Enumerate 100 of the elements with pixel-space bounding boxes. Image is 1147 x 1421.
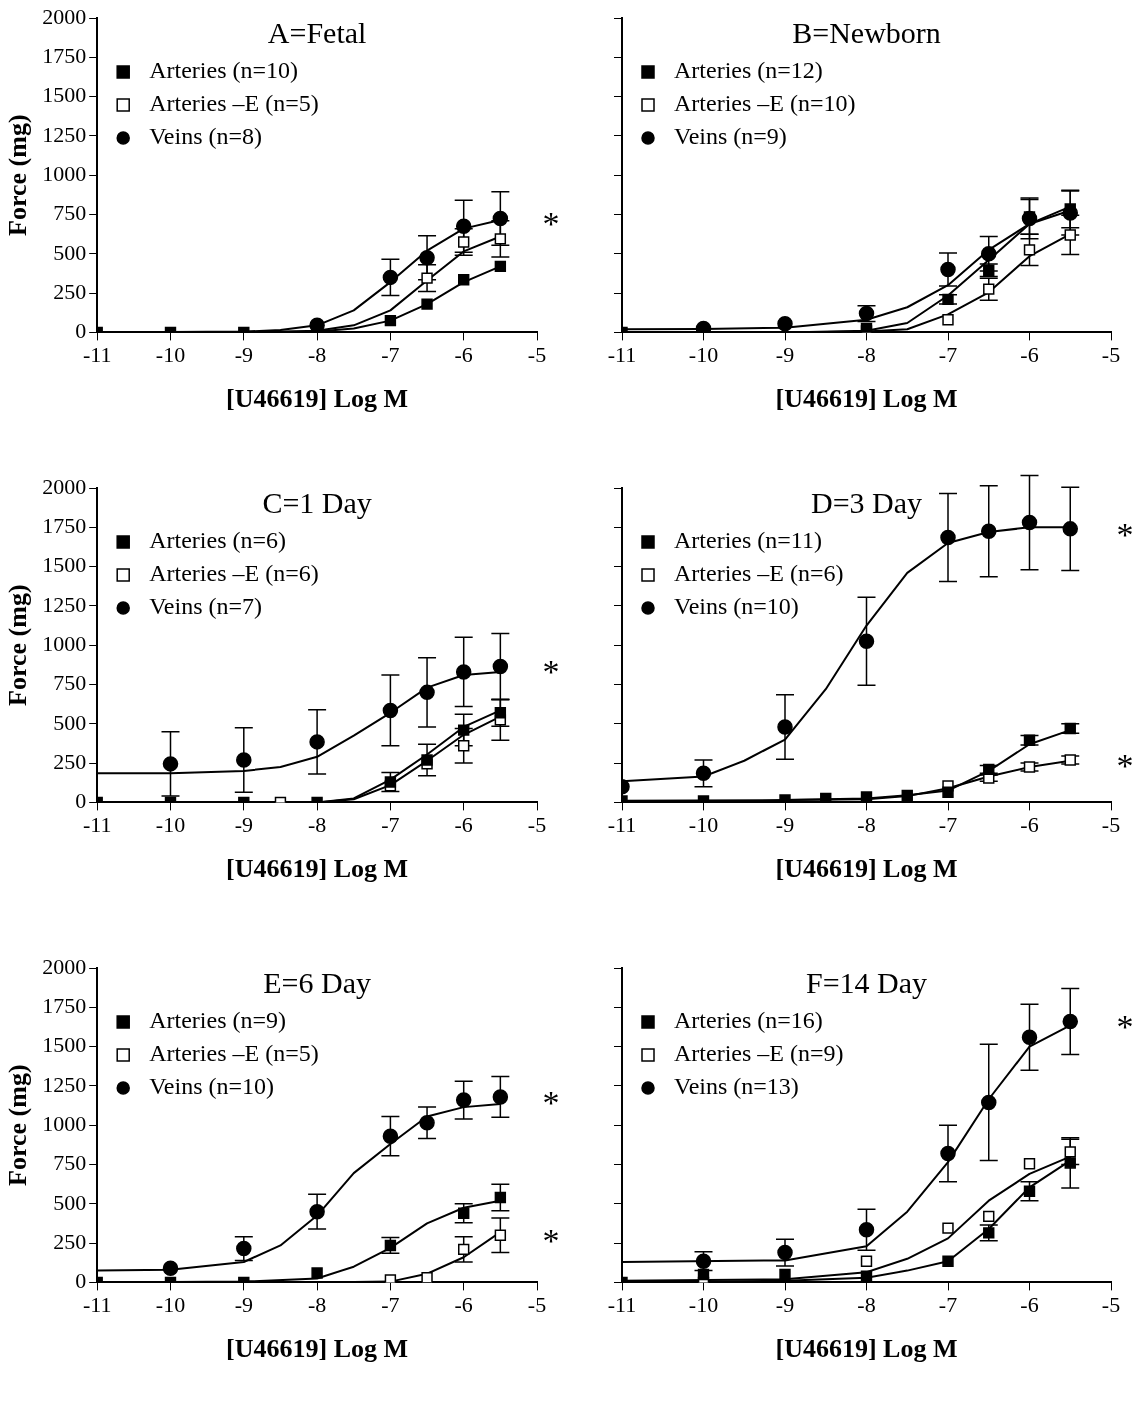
x-tick-label: -11 [607, 342, 637, 368]
x-tick-label: -9 [234, 342, 253, 368]
y-tick-label: 1750 [42, 513, 87, 539]
y-tick-label: 1250 [42, 591, 87, 617]
x-tick-label: -9 [775, 342, 795, 368]
x-axis-title: [U46619] Log M [775, 1334, 958, 1364]
x-tick-label: -9 [234, 812, 253, 838]
text: * [542, 653, 560, 691]
x-axis-title: [U46619] Log M [775, 384, 958, 414]
y-tick-label: 1000 [42, 630, 87, 656]
legend-label: Arteries –E (n=9) [674, 1040, 844, 1067]
x-tick-label: -8 [307, 342, 327, 368]
x-tick-label: -10 [155, 342, 186, 368]
y-tick-label: 250 [53, 748, 87, 774]
chart-title: A=Fetal [267, 15, 367, 49]
x-tick-label: -6 [1020, 1292, 1039, 1318]
x-tick-label: -7 [938, 1292, 958, 1318]
x-axis-title: [U46619] Log M [226, 854, 409, 884]
y-tick-label: 1500 [42, 552, 87, 578]
y-tick-label: 250 [53, 1228, 87, 1254]
text: * [542, 205, 560, 243]
legend-label: Arteries (n=9) [149, 1007, 287, 1034]
x-tick-label: -7 [938, 812, 958, 838]
x-axis-title: [U46619] Log M [775, 854, 958, 884]
x-tick-label: -11 [82, 1292, 112, 1318]
x-tick-label: -6 [1020, 342, 1039, 368]
legend-label: Veins (n=7) [149, 593, 263, 620]
legend-label: Veins (n=8) [149, 123, 263, 150]
x-tick-label: -7 [381, 812, 400, 838]
chart-title: E=6 Day [263, 965, 371, 999]
x-tick-label: -6 [1020, 812, 1039, 838]
x-tick-label: -10 [688, 812, 719, 838]
y-tick-label: 1500 [42, 82, 87, 108]
y-axis-title: Force (mg) [3, 584, 33, 706]
x-axis-title: [U46619] Log M [226, 1334, 409, 1364]
x-tick-label: -5 [527, 342, 547, 368]
x-tick-label: -9 [234, 1292, 253, 1318]
legend-label: Arteries –E (n=6) [674, 560, 844, 587]
y-tick-label: 0 [75, 788, 87, 814]
chart-title: B=Newborn [792, 15, 941, 49]
x-tick-label: -8 [307, 1292, 327, 1318]
y-tick-label: 1250 [42, 121, 87, 147]
x-tick-label: -10 [155, 1292, 186, 1318]
x-tick-label: -9 [775, 812, 795, 838]
x-tick-label: -10 [688, 342, 719, 368]
legend-label: Arteries (n=16) [674, 1007, 823, 1034]
x-tick-label: -5 [1101, 812, 1121, 838]
x-tick-label: -10 [688, 1292, 719, 1318]
x-tick-label: -8 [307, 812, 327, 838]
legend-label: Arteries (n=12) [674, 57, 823, 84]
x-tick-label: -6 [454, 1292, 473, 1318]
y-tick-label: 500 [53, 1189, 87, 1215]
x-tick-label: -7 [938, 342, 958, 368]
y-tick-label: 750 [53, 670, 87, 696]
y-axis-title: Force (mg) [3, 1064, 33, 1186]
legend-label: Arteries –E (n=5) [149, 90, 319, 117]
x-tick-label: -11 [82, 342, 112, 368]
y-tick-label: 750 [53, 200, 87, 226]
x-tick-label: -11 [607, 812, 637, 838]
y-tick-label: 2000 [42, 953, 87, 979]
y-tick-label: 1750 [42, 993, 87, 1019]
x-tick-label: -11 [607, 1292, 637, 1318]
text: * [542, 1083, 560, 1121]
y-tick-label: 1500 [42, 1032, 87, 1058]
legend-label: Veins (n=13) [674, 1073, 799, 1100]
y-axis-title: Force (mg) [3, 114, 33, 236]
chart-title: F=14 Day [805, 965, 928, 999]
x-tick-label: -5 [527, 1292, 547, 1318]
x-tick-label: -7 [381, 342, 400, 368]
y-tick-label: 2000 [42, 473, 87, 499]
x-tick-label: -8 [857, 812, 876, 838]
y-tick-label: 1250 [42, 1071, 87, 1097]
legend-label: Veins (n=10) [674, 593, 799, 620]
x-tick-label: -8 [857, 1292, 876, 1318]
x-tick-label: -8 [857, 342, 876, 368]
y-tick-label: 500 [53, 709, 87, 735]
x-tick-label: -6 [454, 812, 473, 838]
legend-label: Arteries (n=6) [149, 527, 287, 554]
legend-label: Arteries –E (n=5) [149, 1040, 319, 1067]
chart-title: D=3 Day [810, 485, 923, 519]
text: * [1116, 746, 1134, 784]
y-tick-label: 1000 [42, 160, 87, 186]
text: * [542, 1222, 560, 1260]
y-tick-label: 0 [75, 318, 87, 344]
y-tick-label: 250 [53, 278, 87, 304]
legend-label: Arteries (n=11) [674, 527, 822, 554]
y-tick-label: 2000 [42, 3, 87, 29]
x-tick-label: -6 [454, 342, 473, 368]
legend-label: Arteries (n=10) [149, 57, 299, 84]
x-axis-title: [U46619] Log M [226, 384, 409, 414]
chart-title: C=1 Day [262, 485, 372, 519]
text: * [1116, 1008, 1134, 1046]
legend-label: Arteries –E (n=6) [149, 560, 319, 587]
x-tick-label: -10 [155, 812, 186, 838]
x-tick-label: -11 [82, 812, 112, 838]
x-tick-label: -7 [381, 1292, 400, 1318]
y-tick-label: 1750 [42, 43, 87, 69]
text: * [1116, 515, 1134, 553]
x-tick-label: -5 [527, 812, 547, 838]
legend-label: Veins (n=9) [674, 123, 787, 150]
